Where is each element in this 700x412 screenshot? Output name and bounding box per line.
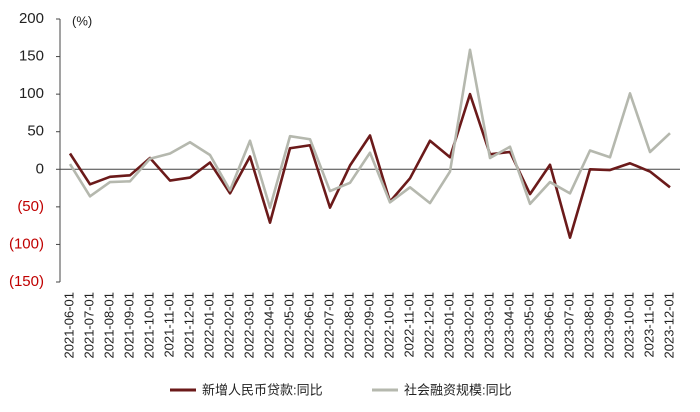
series-line [68,92,671,239]
y-tick-label: 100 [19,85,44,102]
y-axis-label: (%) [72,13,92,28]
legend-label: 新增人民币贷款:同比 [202,382,323,397]
x-tick-label: 2023-10-01 [621,292,636,359]
x-tick-label: 2022-09-01 [361,292,376,359]
y-tick-label: (100) [9,235,44,252]
x-tick-label: 2023-12-01 [661,292,676,359]
legend-label: 社会融资规模:同比 [404,382,512,397]
x-tick-label: 2023-09-01 [601,292,616,359]
y-tick-label: 50 [27,123,44,140]
x-tick-label: 2022-10-01 [381,292,396,359]
x-tick-label: 2023-08-01 [581,292,596,359]
x-tick-label: 2021-08-01 [101,292,116,359]
x-tick-label: 2023-03-01 [481,292,496,359]
x-tick-label: 2023-02-01 [461,292,476,359]
x-tick-label: 2023-01-01 [441,292,456,359]
x-tick-label: 2023-04-01 [501,292,516,359]
x-tick-label: 2022-12-01 [421,292,436,359]
y-tick-label: 0 [36,160,44,177]
y-tick-label: 200 [19,10,44,27]
series-line [68,48,671,209]
y-tick-label: (150) [9,273,44,290]
x-tick-label: 2022-06-01 [301,292,316,359]
x-tick-label: 2022-02-01 [221,292,236,359]
x-tick-label: 2022-05-01 [281,292,296,359]
x-tick-label: 2022-08-01 [341,292,356,359]
x-tick-label: 2021-11-01 [161,292,176,358]
x-tick-label: 2021-12-01 [181,292,196,359]
x-tick-label: 2022-03-01 [241,292,256,359]
x-tick-label: 2023-06-01 [541,292,556,359]
x-tick-label: 2023-05-01 [521,292,536,359]
x-tick-label: 2023-11-01 [641,292,656,358]
y-tick-label: 150 [19,48,44,65]
x-tick-label: 2021-06-01 [61,292,76,359]
x-tick-label: 2022-01-01 [201,292,216,359]
x-tick-label: 2022-11-01 [401,292,416,358]
x-tick-label: 2023-07-01 [561,292,576,359]
y-tick-label: (50) [17,198,44,215]
x-tick-label: 2022-07-01 [321,292,336,359]
x-tick-label: 2021-10-01 [141,292,156,359]
x-tick-label: 2021-07-01 [81,292,96,359]
x-tick-label: 2022-04-01 [261,292,276,359]
x-tick-label: 2021-09-01 [121,292,136,359]
